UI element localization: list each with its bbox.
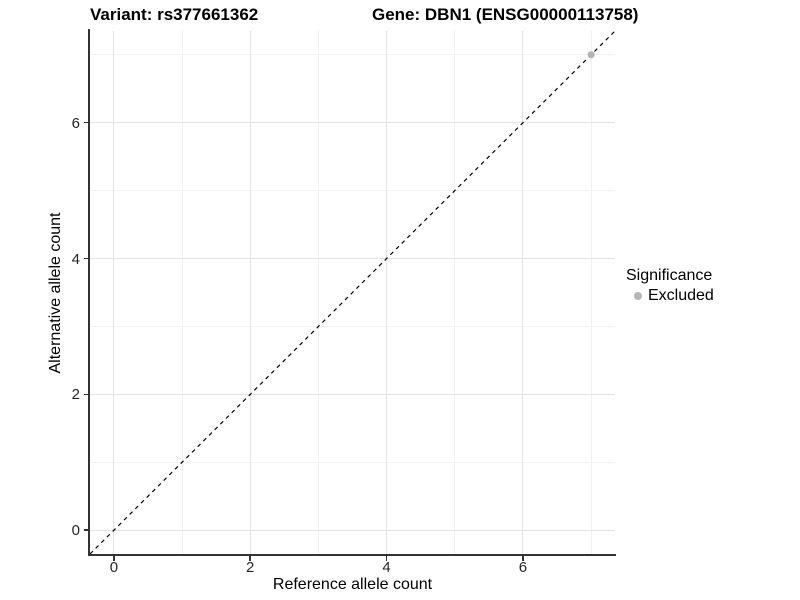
y-tick-mark xyxy=(84,529,89,531)
gridline-y-minor xyxy=(90,190,615,192)
y-axis-title: Alternative allele count xyxy=(47,212,64,374)
x-tick-label: 4 xyxy=(382,559,391,576)
gridline-x-major xyxy=(113,31,115,554)
x-axis-line xyxy=(88,554,616,556)
y-tick-mark xyxy=(84,257,89,260)
y-tick-label: 2 xyxy=(71,386,80,404)
y-tick-mark xyxy=(84,121,89,124)
legend-dot xyxy=(634,292,642,300)
gridline-y-major xyxy=(90,393,615,395)
x-tick-mark xyxy=(385,556,388,561)
gridline-x-minor xyxy=(317,31,319,554)
gridline-x-minor xyxy=(590,31,592,554)
y-tick-label: 6 xyxy=(71,114,80,132)
x-tick-label: 2 xyxy=(246,559,255,576)
variant-title: Variant: rs377661362 xyxy=(90,5,259,24)
legend-title: Significance xyxy=(626,267,713,284)
gridline-x-major xyxy=(249,31,251,554)
legend: Significance Excluded xyxy=(626,267,798,305)
y-tick-label: 0 xyxy=(71,522,80,540)
gridline-x-minor xyxy=(181,31,183,554)
legend-item: Excluded xyxy=(626,287,798,305)
data-point xyxy=(587,51,595,59)
gridline-y-major xyxy=(90,122,615,124)
chart-svg-layer xyxy=(90,31,615,554)
gridline-x-major xyxy=(386,31,388,554)
y-axis-line xyxy=(88,29,90,556)
y-tick-label: 4 xyxy=(71,250,80,268)
gene-title: Gene: DBN1 (ENSG00000113758) xyxy=(372,5,639,24)
legend-item-label: Excluded xyxy=(648,287,714,304)
gridline-y-minor xyxy=(90,461,615,463)
x-tick-mark xyxy=(249,556,251,561)
gridline-x-minor xyxy=(454,31,456,554)
identity-line xyxy=(90,31,615,554)
legend-items: Excluded xyxy=(626,287,798,305)
y-tick-mark xyxy=(84,393,89,396)
gridline-x-major xyxy=(522,31,524,554)
x-tick-mark xyxy=(522,556,524,561)
gridline-y-major xyxy=(90,529,615,531)
gridline-y-minor xyxy=(90,325,615,327)
gridline-y-minor xyxy=(90,54,615,56)
x-tick-mark xyxy=(113,556,115,561)
plot-panel xyxy=(90,31,615,554)
x-tick-label: 6 xyxy=(518,559,528,576)
gridline-y-major xyxy=(90,258,615,260)
x-tick-label: 0 xyxy=(109,559,119,576)
x-axis-title: Reference allele count xyxy=(272,576,433,593)
